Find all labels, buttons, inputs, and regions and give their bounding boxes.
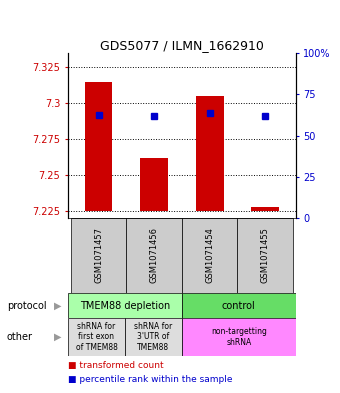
Text: shRNA for
3'UTR of
TMEM88: shRNA for 3'UTR of TMEM88 xyxy=(134,322,173,352)
Bar xyxy=(182,293,296,318)
Bar xyxy=(68,318,125,356)
Bar xyxy=(182,318,296,356)
Title: GDS5077 / ILMN_1662910: GDS5077 / ILMN_1662910 xyxy=(100,39,264,52)
Bar xyxy=(126,218,182,293)
Text: ■ transformed count: ■ transformed count xyxy=(68,360,164,369)
Text: ■ percentile rank within the sample: ■ percentile rank within the sample xyxy=(68,375,233,384)
Text: protocol: protocol xyxy=(7,301,47,310)
Text: TMEM88 depletion: TMEM88 depletion xyxy=(80,301,170,310)
Bar xyxy=(251,207,279,211)
Text: control: control xyxy=(222,301,256,310)
Text: non-targetting
shRNA: non-targetting shRNA xyxy=(211,327,267,347)
Text: shRNA for
first exon
of TMEM88: shRNA for first exon of TMEM88 xyxy=(75,322,117,352)
Text: GSM1071457: GSM1071457 xyxy=(94,228,103,283)
Text: other: other xyxy=(7,332,33,342)
Bar xyxy=(125,318,182,356)
Bar xyxy=(237,218,293,293)
Bar xyxy=(182,218,237,293)
Text: GSM1071455: GSM1071455 xyxy=(261,228,270,283)
Bar xyxy=(196,96,224,211)
Text: ▶: ▶ xyxy=(54,332,62,342)
Bar xyxy=(71,218,126,293)
Text: GSM1071456: GSM1071456 xyxy=(150,228,159,283)
Text: ▶: ▶ xyxy=(54,301,62,310)
Bar xyxy=(85,82,113,211)
Bar xyxy=(140,158,168,211)
Bar xyxy=(68,293,182,318)
Text: GSM1071454: GSM1071454 xyxy=(205,228,214,283)
